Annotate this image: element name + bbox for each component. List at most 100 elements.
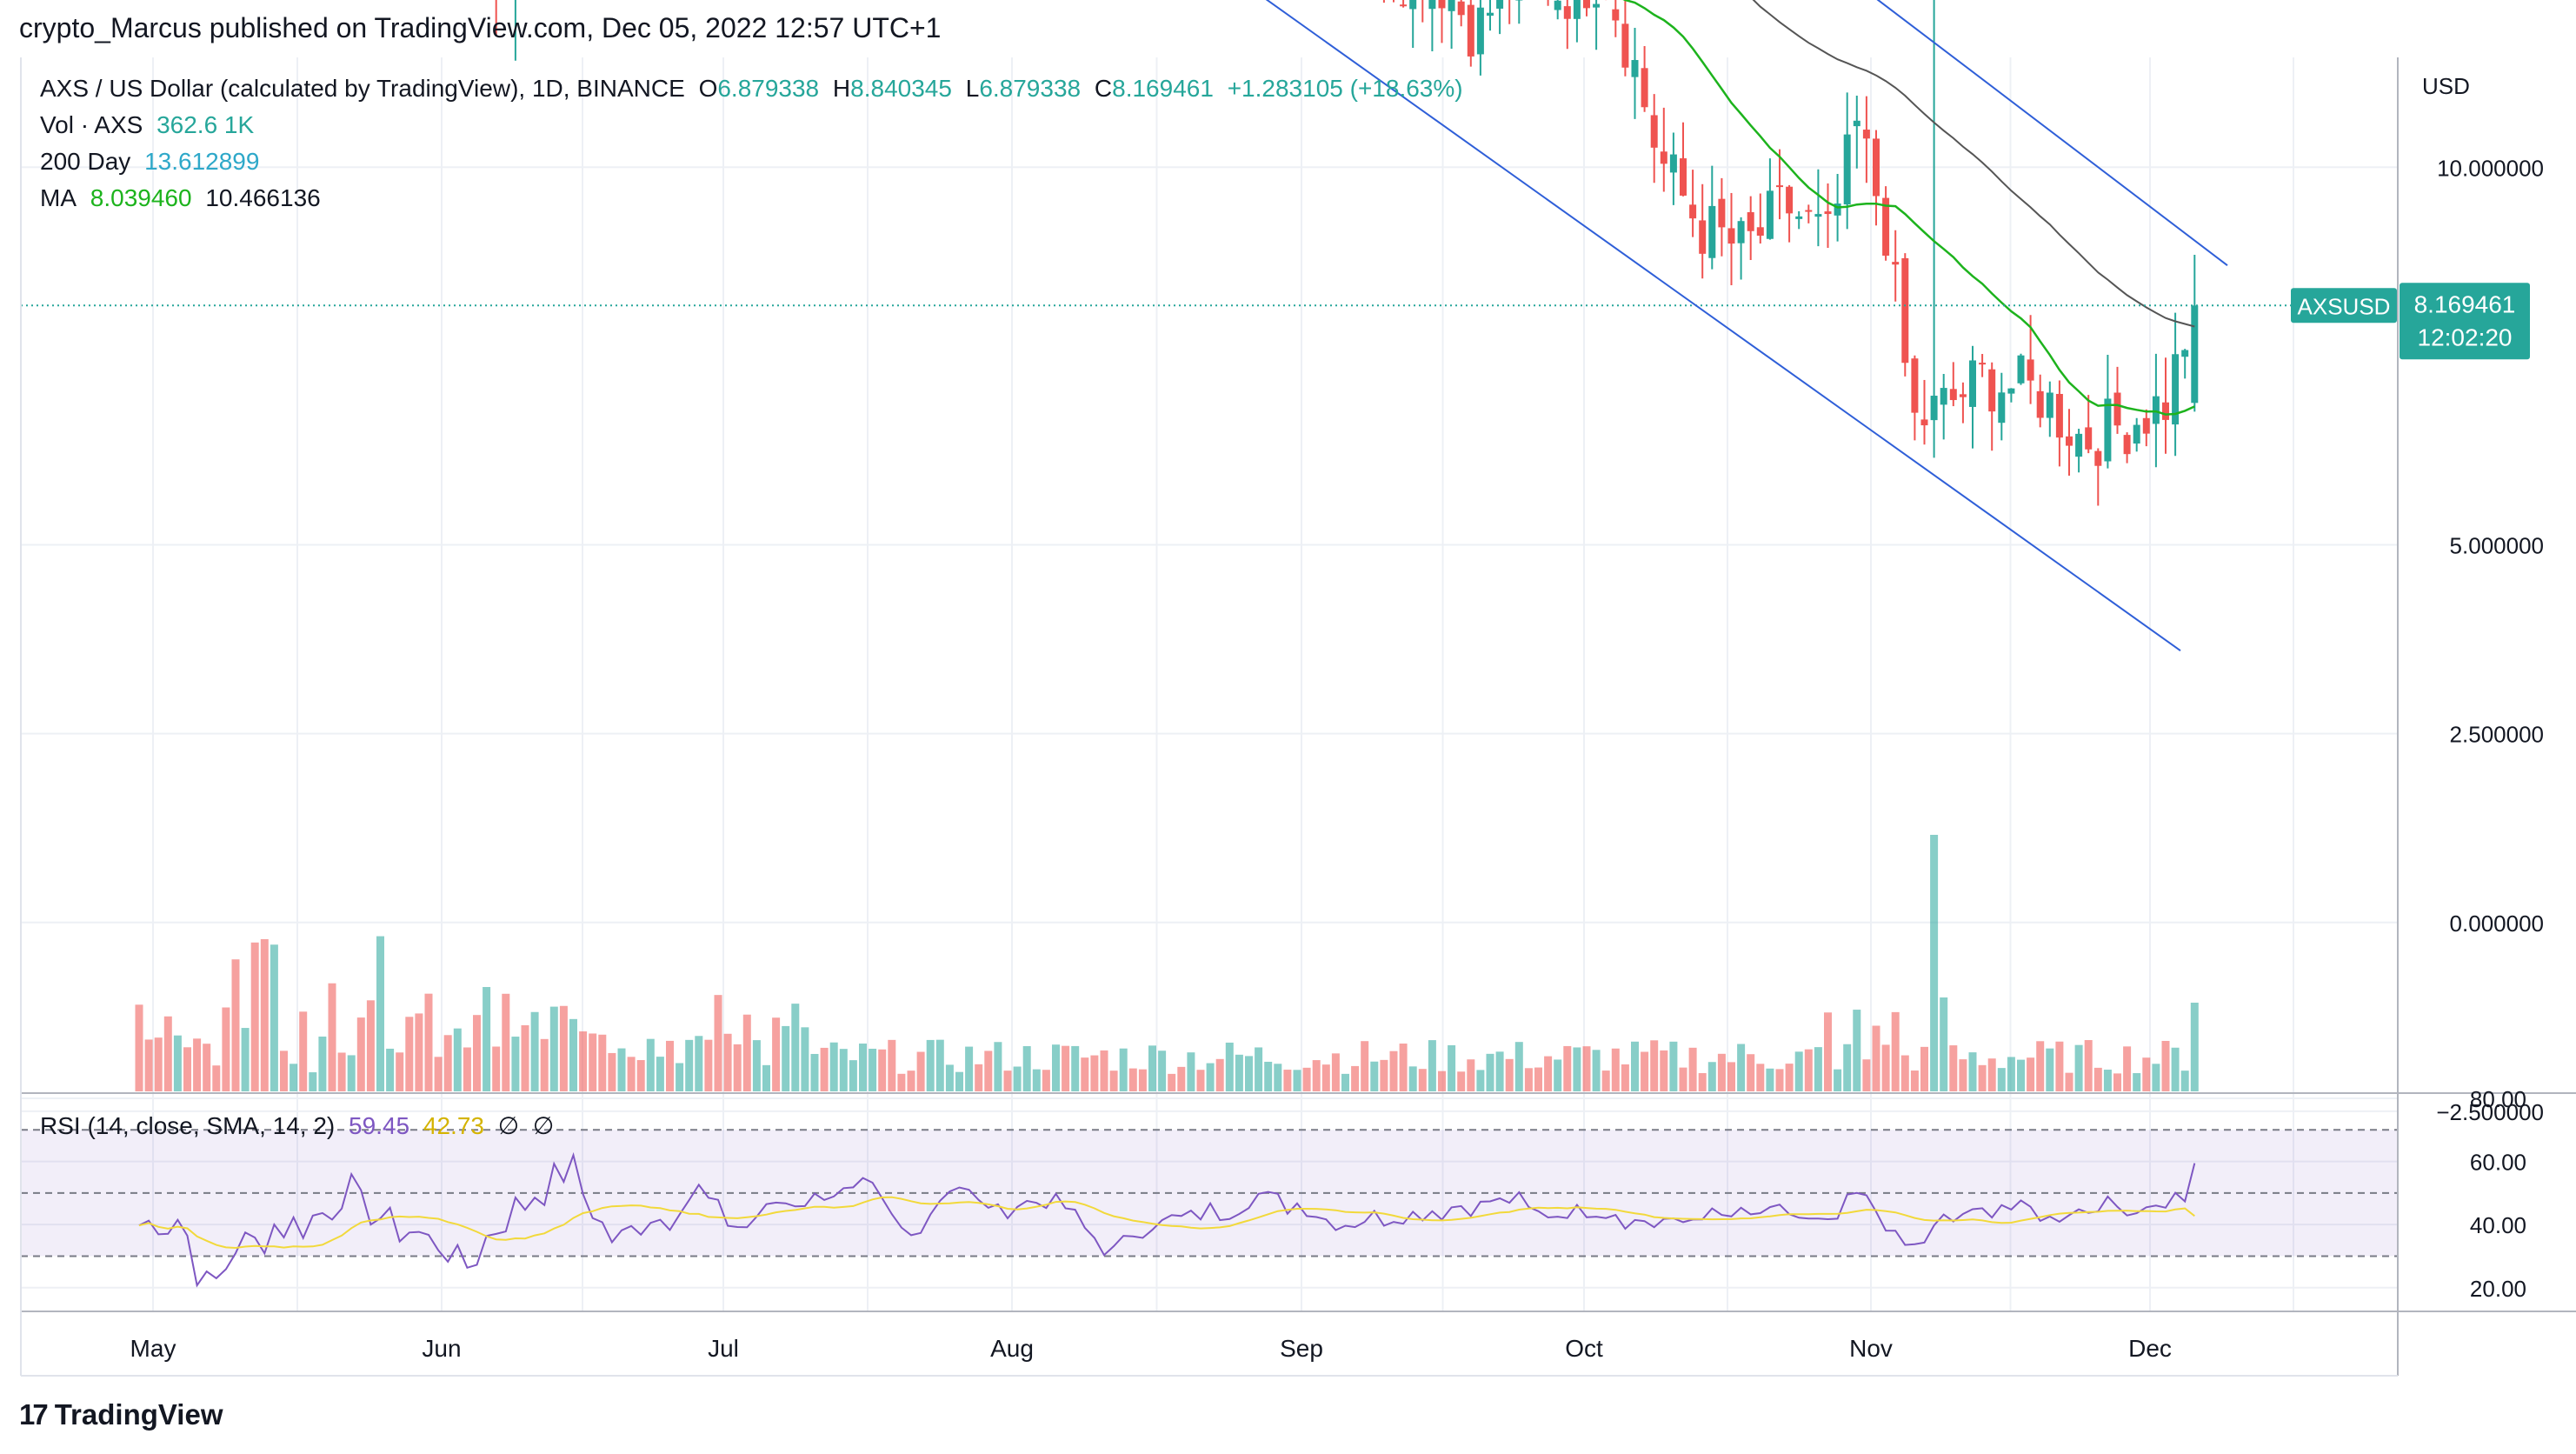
volume-bar: [772, 1017, 781, 1091]
volume-bar: [1274, 1064, 1282, 1091]
volume-bar: [1853, 1010, 1861, 1091]
volume-bar: [1891, 1011, 1900, 1091]
tradingview-footer[interactable]: 17 TradingView: [19, 1398, 223, 1431]
volume-bar: [502, 993, 510, 1091]
candle-body: [1969, 360, 1976, 407]
volume-bar: [926, 1039, 935, 1091]
rsi-settings-icon[interactable]: ∅: [532, 1112, 555, 1139]
candle-body: [2085, 427, 2093, 450]
price-axis-unit: USD: [2422, 73, 2470, 99]
volume-bar: [916, 1051, 925, 1091]
axes: USD27.50000025.00000022.50000020.0000001…: [20, 57, 2576, 1377]
volume-bar: [290, 1064, 298, 1091]
volume-bar: [222, 1007, 230, 1091]
candle-body: [2191, 305, 2199, 404]
volume-bar: [434, 1057, 443, 1091]
candle-body: [1467, 4, 1474, 57]
volume-bar: [2036, 1041, 2045, 1091]
volume-bar: [1631, 1041, 1639, 1091]
volume-bar: [1187, 1052, 1195, 1091]
volume-bar: [888, 1039, 896, 1091]
volume-bar: [1641, 1051, 1649, 1091]
volume-bar: [782, 1025, 790, 1091]
channel-lower-line: [1265, 0, 2181, 651]
volume-bar: [733, 1044, 742, 1091]
volume-bar: [2190, 1003, 2199, 1091]
candle-body: [1409, 0, 1417, 10]
rsi-value: 59.45: [349, 1112, 410, 1139]
candle-body: [1669, 154, 1677, 173]
ma-value-b: 10.466136: [205, 184, 321, 211]
volume-bar: [1119, 1048, 1128, 1091]
volume-bar: [318, 1036, 327, 1091]
volume-bar: [154, 1037, 163, 1091]
volume-bar: [1090, 1055, 1099, 1091]
candle-body: [1718, 198, 1726, 228]
rsi-sma-value: 42.73: [423, 1112, 484, 1139]
volume-bar: [1872, 1025, 1880, 1091]
ohlc-low: L6.879338: [965, 75, 1082, 102]
volume-bar: [1766, 1068, 1774, 1091]
volume-bar: [1514, 1042, 1523, 1091]
ma200-legend: 200 Day 13.612899: [40, 148, 266, 176]
ma200-value: 13.612899: [144, 148, 260, 175]
candle-body: [1400, 4, 1408, 7]
candle-body: [2162, 402, 2169, 420]
candle-body: [1699, 220, 1707, 254]
volume-bar: [2027, 1057, 2035, 1091]
volume-bar: [897, 1073, 906, 1091]
volume-bar: [193, 1038, 202, 1091]
volume-bar: [1245, 1056, 1253, 1091]
volume-bar: [1707, 1062, 1716, 1091]
brand-name: TradingView: [54, 1398, 223, 1431]
volume-legend: Vol · AXS 362.6 1K: [40, 111, 261, 139]
volume-bar: [994, 1042, 1002, 1091]
candle-body: [1515, 0, 1523, 1]
volume-bar: [1794, 1051, 1803, 1091]
candle-body: [1583, 0, 1590, 9]
price-tick-label: 10.000000: [2437, 155, 2544, 181]
candle-body: [1814, 214, 1822, 217]
candle-body: [2036, 390, 2044, 418]
candle-body: [1737, 221, 1745, 243]
volume-bar: [1910, 1070, 1919, 1091]
rsi-hide-icon[interactable]: ∅: [497, 1112, 520, 1139]
volume-bar: [1042, 1070, 1050, 1091]
volume-bar: [752, 1040, 761, 1091]
volume-bar: [636, 1060, 645, 1091]
volume-bar: [1380, 1059, 1388, 1091]
candle-body: [1476, 7, 1484, 55]
rsi-sma-line: [138, 1196, 2195, 1250]
volume-bar: [945, 1064, 954, 1091]
candle-body: [1573, 0, 1581, 19]
volume-bar: [356, 1017, 365, 1091]
candle-body: [2066, 436, 2073, 446]
volume-bar: [869, 1048, 877, 1091]
time-tick-label: Jun: [422, 1335, 461, 1362]
volume-bar: [347, 1055, 356, 1091]
volume-bar: [1554, 1059, 1562, 1091]
volume-bar: [1611, 1048, 1620, 1091]
volume-bar: [1361, 1041, 1369, 1091]
time-tick-label: Aug: [990, 1335, 1034, 1362]
candle-body: [2075, 433, 2083, 457]
volume-bar: [2017, 1059, 2025, 1091]
volume-bar: [1997, 1068, 2006, 1091]
volume-bar: [511, 1037, 520, 1091]
volume-bar: [820, 1047, 829, 1091]
volume-bar: [1215, 1058, 1224, 1091]
volume-bar: [1862, 1059, 1871, 1091]
ma-green-line: [1622, 0, 2195, 416]
volume-bar: [1804, 1049, 1813, 1091]
candle-body: [1998, 392, 2006, 424]
volume-bar: [1737, 1044, 1746, 1091]
volume-bar: [328, 983, 336, 1091]
volume-bar: [955, 1071, 963, 1091]
volume-bar: [1785, 1064, 1794, 1091]
volume-bar: [1321, 1064, 1330, 1091]
candle-body: [1920, 419, 1928, 426]
volume-bar: [685, 1039, 694, 1091]
ma-legend: MA 8.039460 10.466136: [40, 184, 328, 212]
volume-bar: [714, 995, 722, 1091]
